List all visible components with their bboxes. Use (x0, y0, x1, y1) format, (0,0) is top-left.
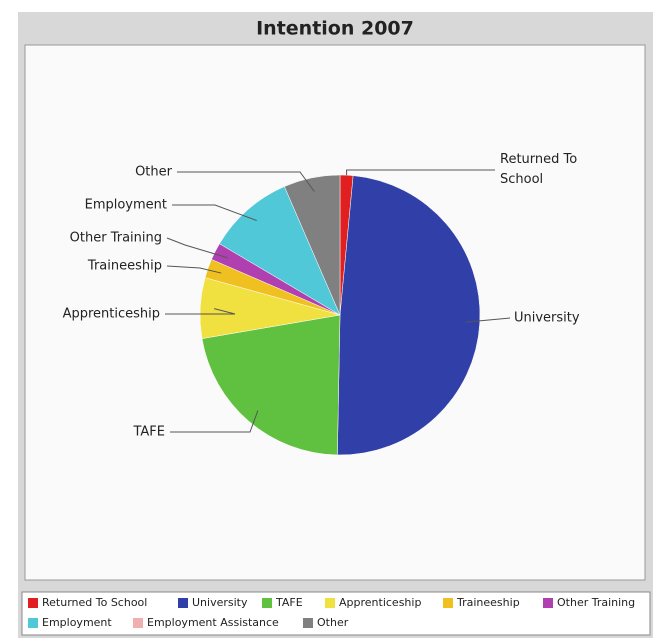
slice-label: Other (135, 165, 173, 180)
pie-slice (201, 314, 341, 456)
slice-label: Other Training (70, 231, 162, 246)
leader-line (346, 169, 495, 176)
legend-label: University (192, 596, 248, 609)
legend-swatch (133, 618, 143, 628)
legend-label: Apprenticeship (339, 596, 421, 609)
legend-swatch (178, 598, 188, 608)
slice-label: University (514, 311, 580, 326)
pie-slice (284, 174, 341, 316)
legend-label: Employment Assistance (147, 616, 279, 629)
legend-swatch (443, 598, 453, 608)
leader-line (465, 317, 511, 323)
chart-title: Intention 2007 (256, 18, 414, 40)
slice-label: Apprenticeship (63, 307, 160, 322)
slice-label: TAFE (132, 425, 165, 440)
legend-label: Returned To School (42, 596, 147, 609)
legend-swatch (28, 618, 38, 628)
legend-label: Other Training (557, 596, 635, 609)
legend-swatch (543, 598, 553, 608)
leader-line (177, 171, 315, 192)
slice-label: Returned To School (500, 152, 578, 187)
legend-swatch (303, 618, 313, 628)
leader-line (170, 410, 259, 433)
slice-label: Traineeship (87, 259, 162, 274)
legend-swatch (28, 598, 38, 608)
leader-line (166, 265, 222, 274)
legend-label: Employment (42, 616, 112, 629)
legend-swatch (262, 598, 272, 608)
legend-swatch (325, 598, 335, 608)
legend-label: Traineeship (456, 596, 520, 609)
pie-slice (219, 186, 341, 316)
leader-line (165, 308, 236, 315)
legend-label: TAFE (275, 596, 303, 609)
pie-slice (337, 175, 481, 456)
legend-label: Other (317, 616, 349, 629)
slice-label: Employment (85, 198, 167, 213)
leader-line (166, 237, 228, 259)
leader-line (172, 204, 257, 221)
